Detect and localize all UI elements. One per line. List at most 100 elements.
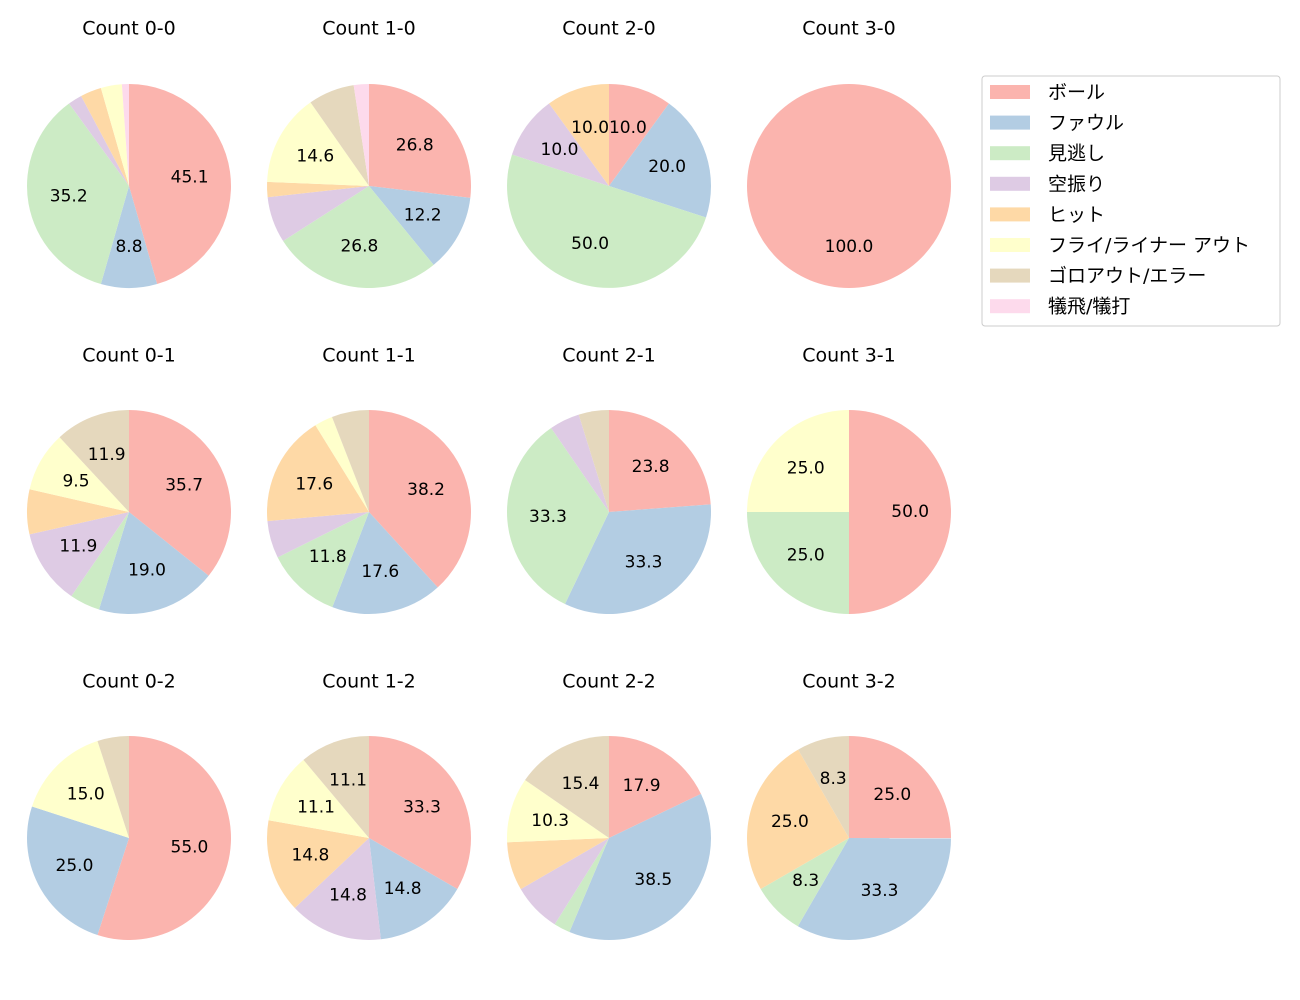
chart-title: Count 3-0 (802, 18, 896, 40)
pie-slice (29, 512, 129, 597)
value-label: 8.3 (792, 871, 819, 891)
pie-slice (303, 736, 369, 838)
pie-slice (71, 512, 129, 610)
value-label: 14.6 (296, 147, 334, 167)
pie-slice (69, 95, 129, 186)
chart-title: Count 1-1 (322, 345, 416, 367)
value-label: 25.0 (787, 545, 825, 565)
value-label: 33.3 (403, 797, 441, 817)
value-label: 11.8 (309, 547, 347, 567)
value-label: 38.5 (634, 870, 672, 890)
value-label: 10.3 (531, 811, 569, 831)
pie-slice (26, 806, 130, 936)
value-label: 15.0 (67, 785, 105, 805)
value-label: 11.1 (297, 797, 335, 817)
pie-slice (369, 838, 458, 940)
pie-slice (747, 84, 951, 288)
legend-swatch (990, 299, 1030, 314)
pie-slice (609, 84, 669, 186)
pie-slice (31, 740, 130, 838)
pie-slice (29, 437, 130, 512)
pie-slice (121, 84, 129, 186)
pie-slice (797, 838, 951, 940)
pie-slice (27, 489, 129, 535)
pie-slice (267, 102, 369, 186)
pie-slice (81, 87, 129, 186)
value-label: 15.4 (562, 774, 600, 794)
chart-title: Count 0-0 (82, 18, 176, 40)
value-label: 25.0 (873, 785, 911, 805)
pie-slice (507, 780, 609, 843)
value-label: 23.8 (632, 457, 670, 477)
legend-swatch (990, 268, 1030, 283)
pie-slice (569, 793, 711, 941)
value-label: 11.9 (59, 536, 97, 556)
value-label: 8.3 (820, 769, 847, 789)
legend-label: 犠飛/犠打 (1048, 296, 1130, 318)
chart-title: Count 2-2 (562, 671, 656, 693)
legend-swatch (990, 146, 1030, 161)
value-label: 100.0 (825, 237, 874, 257)
value-label: 26.8 (340, 236, 378, 256)
pie-slice (551, 414, 609, 512)
pie-slice (100, 84, 129, 186)
chart-title: Count 0-1 (82, 345, 176, 367)
pie-slice (315, 416, 369, 512)
chart-title: Count 0-2 (82, 671, 176, 693)
value-label: 19.0 (128, 560, 166, 580)
value-label: 50.0 (571, 234, 609, 254)
chart-title: Count 2-1 (562, 345, 656, 367)
pie-slice (520, 838, 609, 925)
pie-slice (609, 103, 712, 218)
value-label: 11.9 (88, 445, 126, 465)
pie-slice (609, 736, 701, 838)
legend-label: 空振り (1048, 173, 1105, 195)
pie-slice (267, 820, 369, 908)
value-label: 38.2 (407, 480, 445, 500)
value-label: 14.8 (291, 846, 329, 866)
pie-slice (267, 181, 369, 198)
pie-slice (798, 736, 849, 838)
pie-slice (267, 512, 369, 558)
value-label: 14.8 (329, 886, 367, 906)
pie-slice (332, 410, 369, 512)
value-label: 17.6 (361, 562, 399, 582)
value-label: 10.0 (571, 118, 609, 138)
pie-slice (129, 84, 232, 285)
chart-title: Count 1-2 (322, 671, 416, 693)
value-label: 8.8 (115, 237, 142, 257)
pie-slice (129, 410, 231, 576)
pie-slice (59, 410, 129, 512)
pie-slice (353, 84, 369, 186)
value-label: 17.9 (623, 776, 661, 796)
pie-slice (507, 154, 707, 288)
pie-slice (554, 838, 609, 933)
pie-slice (849, 736, 951, 839)
value-label: 35.2 (50, 187, 88, 207)
pie-slice (760, 838, 849, 927)
value-label: 10.0 (541, 140, 579, 160)
pie-slice (26, 103, 129, 285)
value-label: 33.3 (529, 507, 567, 527)
pie-slice (98, 512, 209, 614)
pie-slice (277, 512, 369, 608)
pie-slice (525, 736, 609, 838)
pie-slice (849, 410, 951, 614)
value-label: 25.0 (56, 856, 94, 876)
pie-slice (268, 759, 369, 838)
pie-slice (267, 186, 369, 242)
pie-slice (100, 186, 158, 288)
legend-label: ファウル (1048, 112, 1124, 134)
pie-slice (609, 410, 711, 512)
chart-title: Count 3-2 (802, 671, 896, 693)
chart-title: Count 1-0 (322, 18, 416, 40)
legend-swatch (990, 176, 1030, 191)
value-label: 12.2 (404, 205, 442, 225)
pie-slice (578, 410, 609, 512)
value-label: 14.8 (384, 879, 422, 899)
value-label: 9.5 (62, 471, 89, 491)
chart-title: Count 3-1 (802, 345, 896, 367)
legend-label: フライ/ライナー アウト (1048, 235, 1250, 257)
pie-slice (549, 84, 609, 186)
